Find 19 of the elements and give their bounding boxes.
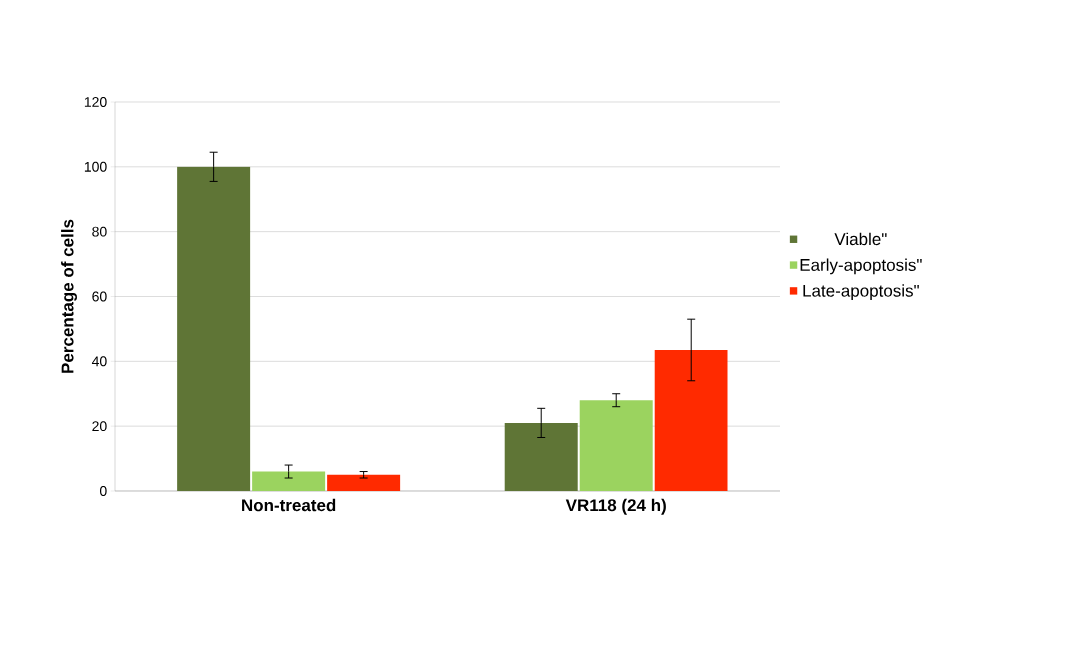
bar [327, 474, 401, 491]
bar [504, 422, 578, 491]
y-tick-label: 40 [91, 356, 107, 367]
y-tick-label: 60 [92, 291, 107, 302]
legend-label: Early-apoptosis" [800, 258, 922, 275]
y-tick-label: 120 [84, 97, 107, 107]
y-tick-label: 20 [92, 421, 107, 432]
bar [654, 349, 728, 491]
bar [177, 166, 251, 491]
y-tick-label: 100 [84, 161, 107, 172]
x-tick-label: VR118 (24 h) [565, 498, 666, 515]
x-tick-label: Non-treated [242, 498, 336, 512]
bar [579, 400, 653, 491]
legend-label: Late-apoptosis" [803, 284, 919, 301]
y-tick-label: 0 [99, 486, 107, 496]
y-axis-title: Percentage of cells [61, 219, 77, 373]
bar [252, 471, 326, 491]
y-tick-label: 80 [92, 226, 107, 237]
legend-label: Viable" [834, 232, 887, 246]
